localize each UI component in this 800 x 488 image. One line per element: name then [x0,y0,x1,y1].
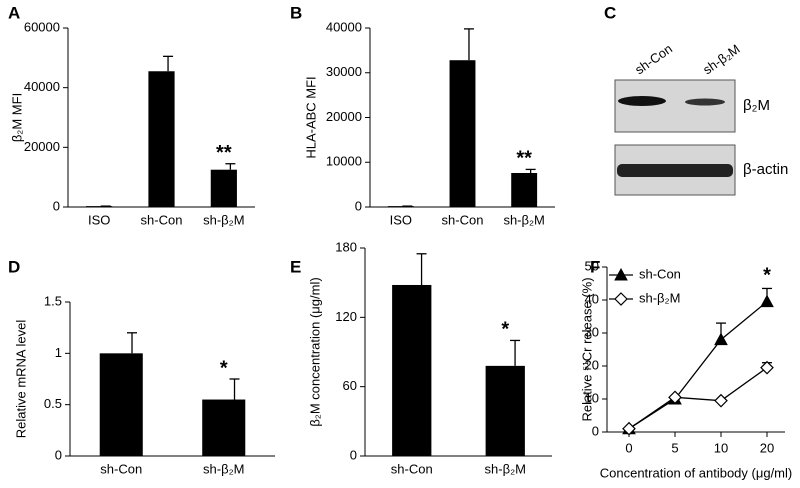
y-tick-label: 0 [350,447,357,462]
lane-label: sh-β₂M [700,41,743,77]
marker [714,332,728,346]
significance-mark: ** [216,142,232,164]
y-tick-label: 1 [55,345,62,360]
bar [511,172,538,207]
bar [485,365,525,456]
y-tick-label: 50 [585,258,599,273]
y-tick-label: 0 [592,423,599,438]
y-tick-label: 40000 [24,79,60,94]
significance-mark: ** [516,148,532,170]
x-tick-label: sh-Con [391,461,433,476]
y-axis-label: Relative mRNA level [13,320,28,439]
significance-mark: * [501,319,509,341]
marker [760,360,774,375]
marker [622,421,636,436]
series-line [628,367,768,430]
significance-mark: * [763,265,771,287]
bar [99,353,143,456]
marker [760,294,774,308]
lane-label: sh-Con [632,41,675,77]
marker [668,390,682,405]
y-tick-label: 10 [585,390,599,405]
y-tick-label: 1.5 [44,293,62,308]
y-axis-label: β₂M MFI [9,93,24,142]
y-tick-label: 30 [585,324,599,339]
y-tick-label: 120 [335,309,357,324]
blot-panel [614,79,736,133]
x-tick-label: sh-β₂M [503,212,544,227]
blot-band [617,164,733,177]
y-tick-label: 0 [53,198,60,213]
bar [148,71,175,207]
y-axis-label: β₂M concentration (μg/ml) [307,277,322,426]
x-tick-label: ISO [88,212,110,227]
x-tick-label: sh-β₂M [203,212,244,227]
bar [387,206,414,207]
bar [86,206,113,207]
y-tick-label: 180 [335,239,357,254]
x-tick-label: sh-Con [141,212,183,227]
y-tick-label: 20000 [326,109,362,124]
x-tick-label: 5 [671,440,678,455]
y-tick-label: 60000 [24,19,60,34]
panel-label: F [590,257,600,276]
panel-label: B [290,3,302,22]
panel-label: A [8,3,20,22]
blot-band [685,98,725,106]
legend-label: sh-Con [639,266,681,281]
blot-band [618,96,666,106]
band-label: β-actin [743,161,788,178]
bar [210,169,237,207]
legend-marker [614,267,628,281]
y-tick-label: 0 [55,447,62,462]
x-tick-label: sh-Con [442,212,484,227]
y-tick-label: 10000 [326,154,362,169]
y-tick-label: 0.5 [44,396,62,411]
x-tick-label: 20 [760,440,774,455]
y-tick-label: 0 [355,198,362,213]
bar [449,60,476,207]
x-tick-label: ISO [390,212,412,227]
x-tick-label: 0 [625,440,632,455]
series-line [628,301,768,430]
panel-label: E [290,257,301,276]
marker [714,393,728,408]
bar [202,399,246,456]
legend-label: sh-β₂M [639,290,680,305]
significance-mark: * [220,357,228,379]
y-axis-label: Relative ⁵¹Cr release (%) [579,277,594,421]
y-tick-label: 40000 [326,19,362,34]
x-tick-label: sh-β₂M [485,461,526,476]
legend-marker [614,292,628,306]
y-tick-label: 20000 [24,139,60,154]
y-tick-label: 60 [343,378,357,393]
x-tick-label: 10 [714,440,728,455]
x-tick-label: sh-Con [100,461,142,476]
band-label: β₂M [743,97,770,114]
y-tick-label: 40 [585,291,599,306]
x-tick-label: sh-β₂M [203,461,244,476]
bar [392,284,432,456]
y-axis-label: HLA-ABC MFI [303,76,318,158]
panel-label: C [604,3,616,22]
y-tick-label: 20 [585,357,599,372]
x-axis-label: Concentration of antibody (μg/ml) [600,465,792,480]
panel-label: D [8,257,20,276]
y-tick-label: 30000 [326,64,362,79]
